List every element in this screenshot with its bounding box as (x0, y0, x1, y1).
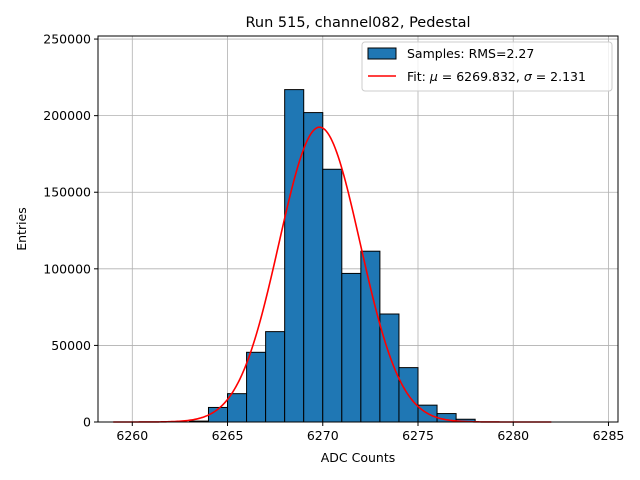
x-tick-label: 6260 (116, 428, 148, 443)
x-axis-label: ADC Counts (321, 450, 396, 465)
legend-box (361, 41, 613, 92)
histogram-bar (379, 313, 400, 423)
histogram-bar (322, 168, 343, 423)
legend-samples-swatch (367, 47, 397, 60)
x-tick-label: 6270 (307, 428, 339, 443)
y-tick-label: 250000 (43, 32, 91, 47)
y-tick-label: 50000 (51, 338, 91, 353)
y-tick-label: 200000 (43, 108, 91, 123)
y-axis-ticks: 0 50000 100000 150000 200000 250000 (43, 32, 98, 430)
histogram-bar (227, 393, 248, 423)
histogram-bar (360, 250, 381, 423)
legend-samples-label: Samples: RMS=2.27 (407, 46, 534, 61)
plot-frame (97, 35, 619, 423)
y-tick-label: 0 (83, 415, 91, 430)
histogram-bar (303, 112, 324, 423)
x-tick-label: 6280 (497, 428, 529, 443)
x-tick-label: 6265 (212, 428, 244, 443)
chart-title: Run 515, channel082, Pedestal (245, 15, 470, 31)
x-axis-ticks: 6260 6265 6270 6275 6280 6285 (116, 422, 624, 443)
y-axis-label: Entries (14, 207, 29, 251)
histogram-bars (188, 89, 476, 423)
y-tick-label: 100000 (43, 261, 91, 276)
legend-fit-label: Fit: μ = 6269.832, σ = 2.131 (407, 69, 586, 84)
histogram-bar (265, 331, 286, 423)
histogram-bar (246, 351, 267, 423)
y-tick-label: 150000 (43, 185, 91, 200)
x-tick-label: 6275 (402, 428, 434, 443)
histogram-bar (341, 272, 362, 423)
x-tick-label: 6285 (593, 428, 625, 443)
histogram-bar (284, 89, 305, 423)
legend: Samples: RMS=2.27 Fit: μ = 6269.832, σ =… (361, 41, 613, 92)
